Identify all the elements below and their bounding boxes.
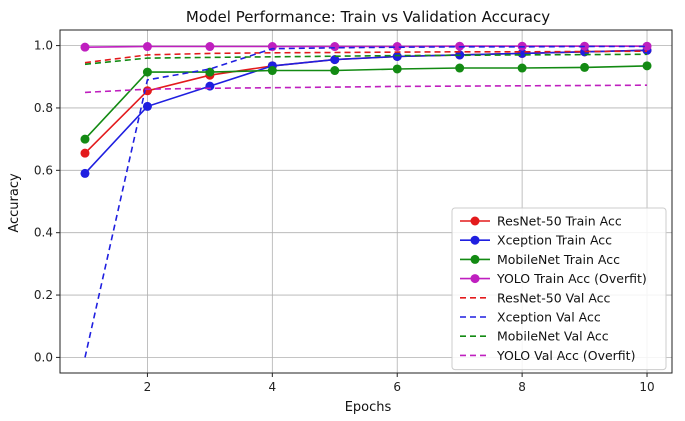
x-axis-label: Epochs <box>345 400 392 415</box>
data-point-mobilenet-train-acc <box>455 63 465 73</box>
data-point-yolo-train-acc-overfit <box>142 42 152 52</box>
y-tick-label: 0.4 <box>34 226 53 240</box>
legend-marker <box>470 216 480 226</box>
data-point-mobilenet-train-acc <box>142 67 152 77</box>
data-point-xception-train-acc <box>392 52 402 62</box>
y-tick-label: 0.6 <box>34 163 53 177</box>
series-line-yolo-val-acc-overfit <box>84 84 648 94</box>
legend-label: ResNet-50 Val Acc <box>497 290 611 305</box>
x-tick-label: 10 <box>639 380 654 394</box>
legend-marker <box>470 254 480 264</box>
x-tick-label: 6 <box>393 380 401 394</box>
x-tick-label: 2 <box>144 380 152 394</box>
x-tick-label: 8 <box>518 380 526 394</box>
y-tick-label: 0.0 <box>34 350 53 364</box>
legend-label: MobileNet Val Acc <box>497 329 609 344</box>
plot-frame <box>59 29 673 374</box>
legend-label: MobileNet Train Acc <box>497 252 620 267</box>
legend-label: Xception Val Acc <box>497 310 601 325</box>
y-tick-label: 1.0 <box>34 39 53 53</box>
x-tick-label: 4 <box>269 380 277 394</box>
legend-label: ResNet-50 Train Acc <box>497 214 622 229</box>
data-point-mobilenet-train-acc <box>80 134 90 144</box>
series-group <box>80 41 652 358</box>
data-point-xception-train-acc <box>80 168 90 178</box>
legend-box <box>451 207 667 371</box>
data-point-mobilenet-train-acc <box>580 62 590 72</box>
y-tick-label: 0.2 <box>34 288 53 302</box>
data-point-yolo-train-acc-overfit <box>642 41 652 51</box>
legend-label: Xception Train Acc <box>497 233 612 248</box>
data-point-mobilenet-train-acc <box>642 61 652 71</box>
legend-marker <box>470 274 480 284</box>
y-axis-label: Accuracy <box>7 173 22 233</box>
legend-label: YOLO Val Acc (Overfit) <box>496 348 635 363</box>
series-line-resnet-50-val-acc <box>84 50 648 64</box>
legend: ResNet-50 Train Acc Xception Train Acc Mob… <box>451 207 667 371</box>
data-point-resnet-50-train-acc <box>80 148 90 158</box>
axis-ticks: 2 4 6 8 10 0.0 0.2 0.4 0.6 0.8 1.0 <box>34 39 655 394</box>
data-point-yolo-train-acc-overfit <box>80 42 90 52</box>
data-point-yolo-train-acc-overfit <box>205 42 215 52</box>
data-point-xception-train-acc <box>330 55 340 65</box>
series-line-mobilenet-train-acc <box>84 65 648 140</box>
data-point-xception-train-acc <box>205 81 215 91</box>
data-point-mobilenet-train-acc <box>267 66 277 76</box>
legend-label: YOLO Train Acc (Overfit) <box>496 271 647 286</box>
series-line-xception-val-acc <box>84 45 647 358</box>
chart-title: Model Performance: Train vs Validation A… <box>186 8 550 26</box>
legend-marker <box>470 235 480 245</box>
series-line-xception-train-acc <box>84 49 648 174</box>
data-point-mobilenet-train-acc <box>392 64 402 74</box>
data-point-yolo-train-acc-overfit <box>330 42 340 52</box>
series-line-mobilenet-val-acc <box>84 53 648 66</box>
y-tick-label: 0.8 <box>34 101 53 115</box>
data-point-yolo-train-acc-overfit <box>392 42 402 52</box>
data-point-mobilenet-train-acc <box>330 66 340 76</box>
data-point-mobilenet-train-acc <box>517 63 527 73</box>
data-point-xception-train-acc <box>142 101 152 111</box>
